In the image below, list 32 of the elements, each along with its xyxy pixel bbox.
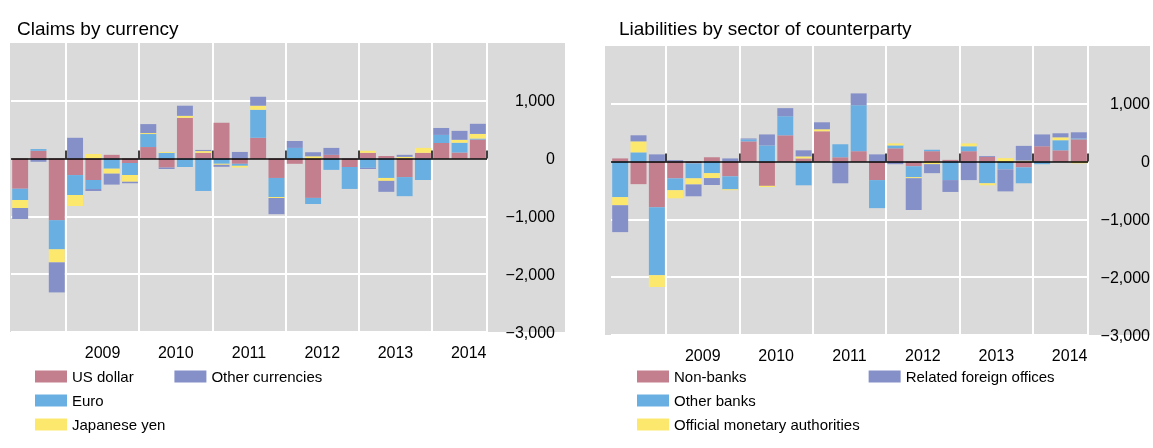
x-tick-label: 2013 (377, 343, 414, 361)
x-tick-label: 2009 (684, 346, 721, 364)
y-tick-label: −2,000 (1100, 268, 1151, 286)
y-tick-label: −1,000 (1100, 210, 1151, 228)
x-tick-label: 2012 (304, 343, 341, 361)
legend-label: US dollar (72, 368, 134, 385)
x-tick-label: 2012 (905, 346, 941, 364)
y-tick-label: 1,000 (514, 92, 556, 110)
legend-label: Euro (72, 392, 104, 409)
legend-label: Japanese yen (72, 416, 166, 433)
legend-label: Other banks (674, 392, 756, 409)
chart-title: Claims by currency (17, 18, 180, 39)
x-tick-label: 2011 (832, 346, 867, 364)
legend-label: Other currencies (211, 368, 323, 385)
y-tick-label: −1,000 (505, 207, 556, 225)
y-tick-label: −3,000 (1100, 326, 1151, 344)
x-tick-label: 2010 (758, 346, 795, 364)
x-tick-label: 2009 (84, 343, 121, 361)
x-tick-label: 2014 (1051, 346, 1088, 364)
x-tick-label: 2011 (231, 343, 267, 361)
y-tick-label: −2,000 (505, 265, 556, 283)
y-tick-label: 1,000 (1109, 95, 1151, 113)
legend-label: Non-banks (674, 368, 747, 385)
y-tick-label: 0 (1141, 153, 1151, 171)
y-tick-label: 0 (546, 150, 556, 168)
legend-label: Related foreign offices (905, 368, 1055, 385)
legend-label: Official monetary authorities (674, 416, 860, 433)
y-tick-label: −3,000 (505, 323, 556, 341)
x-tick-label: 2013 (978, 346, 1015, 364)
x-tick-label: 2010 (157, 343, 194, 361)
chart-title: Liabilities by sector of counterparty (619, 18, 913, 39)
x-tick-label: 2014 (450, 343, 487, 361)
